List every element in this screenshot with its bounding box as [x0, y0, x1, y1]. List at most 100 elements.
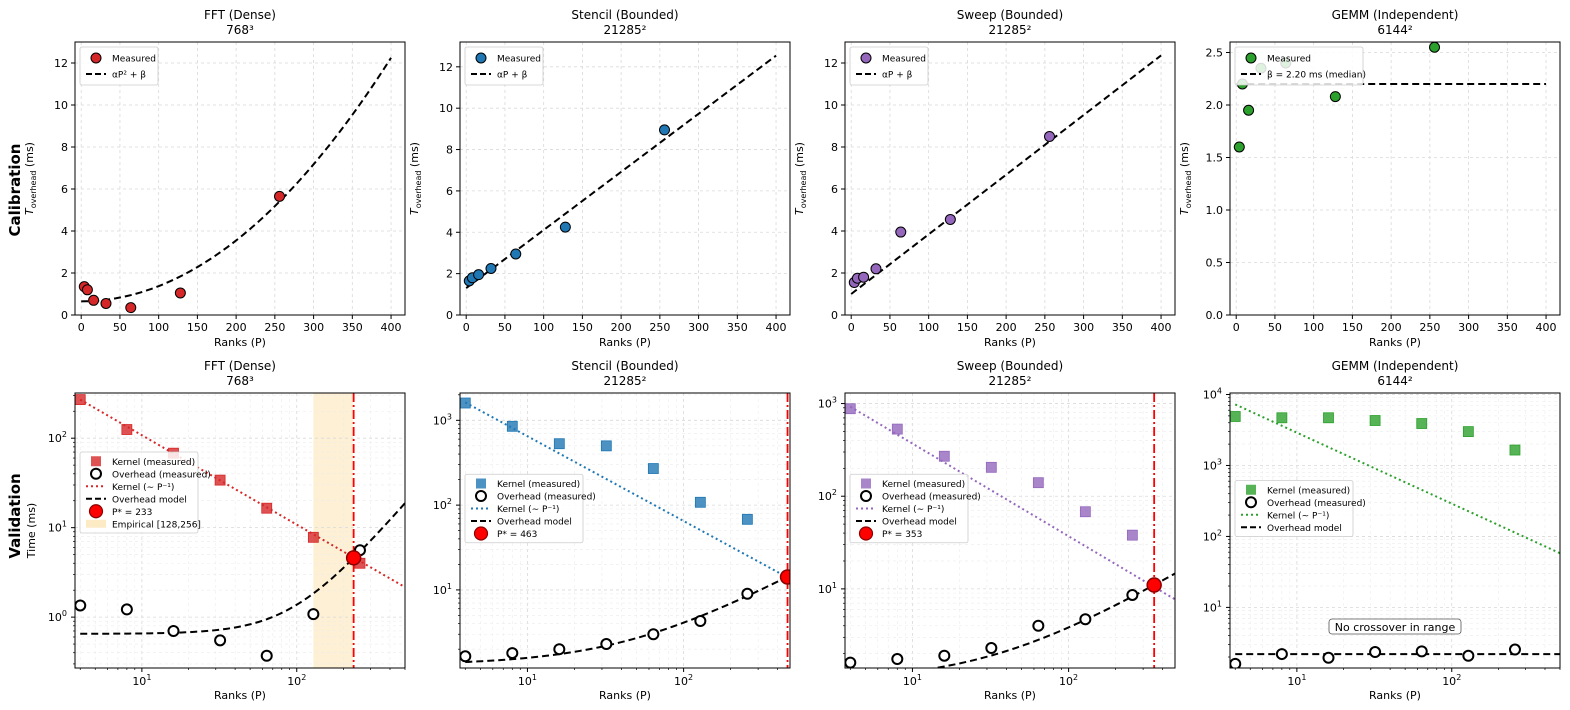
subplot-subtitle: 6144²	[1377, 374, 1413, 388]
kernel-measured-point	[1509, 444, 1521, 456]
legend-label: Kernel (measured)	[882, 480, 965, 490]
y-tick-label: 12	[824, 57, 838, 70]
y-tick-label: 103	[1203, 457, 1222, 472]
overhead-measured-point	[938, 649, 951, 662]
legend-frame	[849, 473, 969, 544]
measured-point	[1243, 104, 1255, 116]
legend-frame	[1234, 480, 1354, 537]
x-axis-label: Ranks (P)	[214, 336, 266, 349]
ticks: 0 50 100 150 200 250 300 350 400 0 2 4 6 8 10 12	[824, 57, 1172, 334]
x-tick-label: 350	[1497, 321, 1518, 334]
x-tick-label: 101	[1287, 673, 1306, 688]
x-tick-label: 200	[996, 321, 1017, 334]
annotation-box	[1328, 618, 1462, 635]
x-tick-label: 250	[1034, 321, 1055, 334]
overhead-measured-point	[1462, 649, 1475, 662]
x-tick-label: 0	[78, 321, 85, 334]
y-tick-label: 2.5	[1206, 47, 1224, 60]
legend-label: Kernel (measured)	[1267, 486, 1350, 496]
x-tick-label: 200	[611, 321, 632, 334]
overhead-measured-point	[460, 650, 472, 663]
fit-line	[850, 54, 1162, 295]
axes-frame	[74, 41, 406, 316]
x-tick-label: 400	[1151, 321, 1172, 334]
measured-point	[858, 271, 870, 283]
y-tick-label: 12	[439, 61, 453, 74]
kernel-measured-point	[1462, 426, 1474, 438]
measured-point	[485, 262, 497, 274]
kernel-measured-point	[600, 440, 612, 452]
y-tick-label: 102	[433, 497, 452, 512]
legend-swatch-measured	[1245, 52, 1257, 64]
y-axis-label: Time (ms)	[25, 503, 38, 559]
x-tick-label: 250	[1419, 321, 1440, 334]
kernel-measured-point	[1323, 412, 1334, 424]
subplot-subtitle: 768³	[226, 23, 254, 37]
legend-label: αP + β	[497, 71, 528, 81]
legend-swatch-crossover	[88, 504, 104, 519]
y-axis-label: Toverhead (ms)	[408, 142, 423, 215]
overhead-measured-point	[694, 614, 707, 627]
kernel-measured-point	[694, 496, 706, 508]
subplot-title: GEMM (Independent)	[1332, 359, 1459, 373]
kernel-measured-point	[1079, 506, 1091, 518]
measured-point	[274, 190, 286, 202]
kernel-measured-point	[75, 394, 86, 406]
axes-frame	[459, 41, 791, 316]
x-tick-label: 150	[572, 321, 593, 334]
x-tick-label: 300	[688, 321, 709, 334]
y-tick-label: 103	[818, 396, 837, 411]
x-tick-label: 101	[903, 673, 922, 688]
legend-frame	[1234, 46, 1364, 86]
subplot-validation-0: 101 102 100 101 102 FFT (Dense)768³ Ranks (P) T…	[25, 359, 406, 702]
subplot-subtitle: 21285²	[989, 23, 1032, 37]
y-tick-label: 0	[831, 309, 838, 322]
legend-label: Kernel (∼ P⁻¹)	[882, 505, 944, 515]
y-axis-label: Toverhead (ms)	[1178, 142, 1193, 215]
kernel-measured-point	[460, 397, 471, 409]
y-axis-label: Toverhead (ms)	[793, 142, 808, 215]
axes-frame	[844, 41, 1176, 316]
legend-label: Measured	[112, 55, 156, 65]
subplot-subtitle: 6144²	[1377, 23, 1413, 37]
legend-label: αP + β	[882, 71, 913, 81]
kernel-measured-point	[506, 420, 518, 432]
x-tick-label: 101	[132, 673, 151, 688]
measured-point	[944, 213, 956, 225]
kernel-measured-point	[1126, 529, 1138, 541]
no-crossover-annotation: No crossover in range	[1335, 621, 1456, 634]
legend-label: Overhead (measured)	[497, 493, 596, 503]
y-tick-label: 101	[818, 581, 837, 596]
measured-point	[1329, 91, 1341, 103]
crossover-marker	[779, 569, 790, 585]
x-tick-label: 150	[957, 321, 978, 334]
x-tick-label: 0	[1233, 321, 1240, 334]
kernel-measured-point	[845, 403, 856, 415]
y-tick-label: 2.0	[1206, 99, 1224, 112]
measured-point	[81, 284, 93, 296]
legend: Measured αP + β	[464, 46, 544, 86]
overhead-measured-point	[506, 647, 519, 660]
kernel-measured-point	[741, 513, 753, 525]
subplot-title: Stencil (Bounded)	[571, 359, 678, 373]
y-tick-label: 100	[48, 609, 67, 624]
overhead-measured-point	[647, 628, 660, 641]
legend-swatch-kernel	[861, 478, 871, 489]
subplot-title: Sweep (Bounded)	[957, 8, 1063, 22]
subplot-title: FFT (Dense)	[204, 8, 276, 22]
legend-swatch-overhead	[860, 490, 872, 502]
y-tick-label: 104	[1203, 387, 1222, 402]
x-tick-label: 300	[1458, 321, 1479, 334]
crossover-marker	[345, 550, 362, 566]
x-axis-label: Ranks (P)	[984, 336, 1036, 349]
measured-point	[100, 297, 112, 309]
overhead-measured-point	[1275, 648, 1288, 661]
measured-point	[88, 294, 100, 306]
fit-line	[465, 54, 777, 289]
row-label-calibration: Calibration	[6, 144, 24, 237]
x-tick-label: 102	[1442, 673, 1461, 688]
legend-label: Empirical [128,256]	[112, 520, 201, 530]
legend-swatch-measured	[90, 52, 102, 64]
y-tick-label: 101	[1203, 599, 1222, 614]
subplot-subtitle: 21285²	[989, 374, 1032, 388]
